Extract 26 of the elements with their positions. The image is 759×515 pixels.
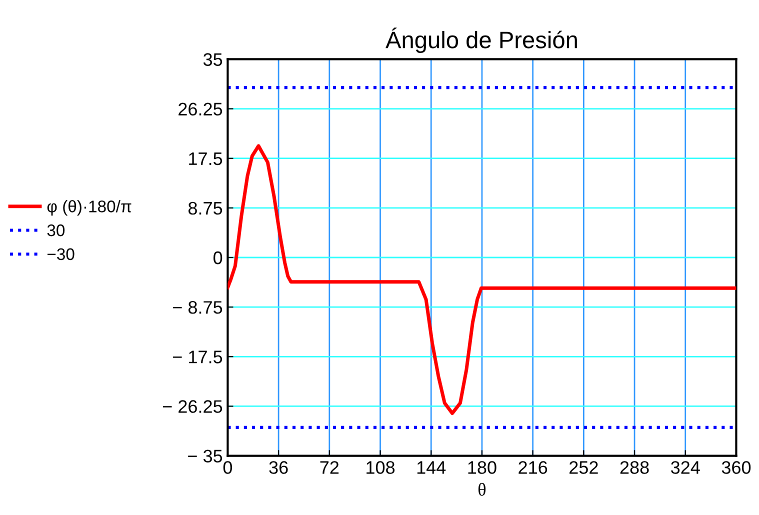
x-tick-label: 288 xyxy=(620,461,649,474)
x-tick-label: 108 xyxy=(366,461,395,474)
y-tick-label: 0 xyxy=(214,251,222,264)
x-tick-label: 216 xyxy=(518,461,548,474)
y-tick-label: 8.75 xyxy=(188,202,222,215)
y-tick-label: − 35 xyxy=(188,450,222,462)
y-tick-label: − 26.25 xyxy=(162,400,222,413)
y-tick-label: 35 xyxy=(203,53,222,66)
x-tick-label: 144 xyxy=(417,461,446,474)
legend-label: φ (θ)·180/π xyxy=(47,200,132,216)
x-tick-label: 324 xyxy=(671,461,700,474)
x-tick-label: 0 xyxy=(223,461,232,474)
x-axis-title: θ xyxy=(478,482,486,496)
x-tick-label: 252 xyxy=(570,461,598,474)
x-tick-label: 180 xyxy=(468,461,496,474)
y-tick-label: 26.25 xyxy=(178,102,222,116)
legend-label: −30 xyxy=(47,248,74,260)
x-tick-label: 36 xyxy=(269,461,288,474)
y-tick-label: 17.5 xyxy=(189,152,222,166)
y-tick-label: − 8.75 xyxy=(173,301,222,314)
chart-title: Ángulo de Presión xyxy=(386,28,577,54)
x-tick-label: 72 xyxy=(320,461,339,474)
legend-label: 30 xyxy=(47,224,65,236)
line-series xyxy=(228,144,736,416)
x-tick-label: 360 xyxy=(722,461,751,474)
y-tick-label: − 17.5 xyxy=(173,350,222,364)
